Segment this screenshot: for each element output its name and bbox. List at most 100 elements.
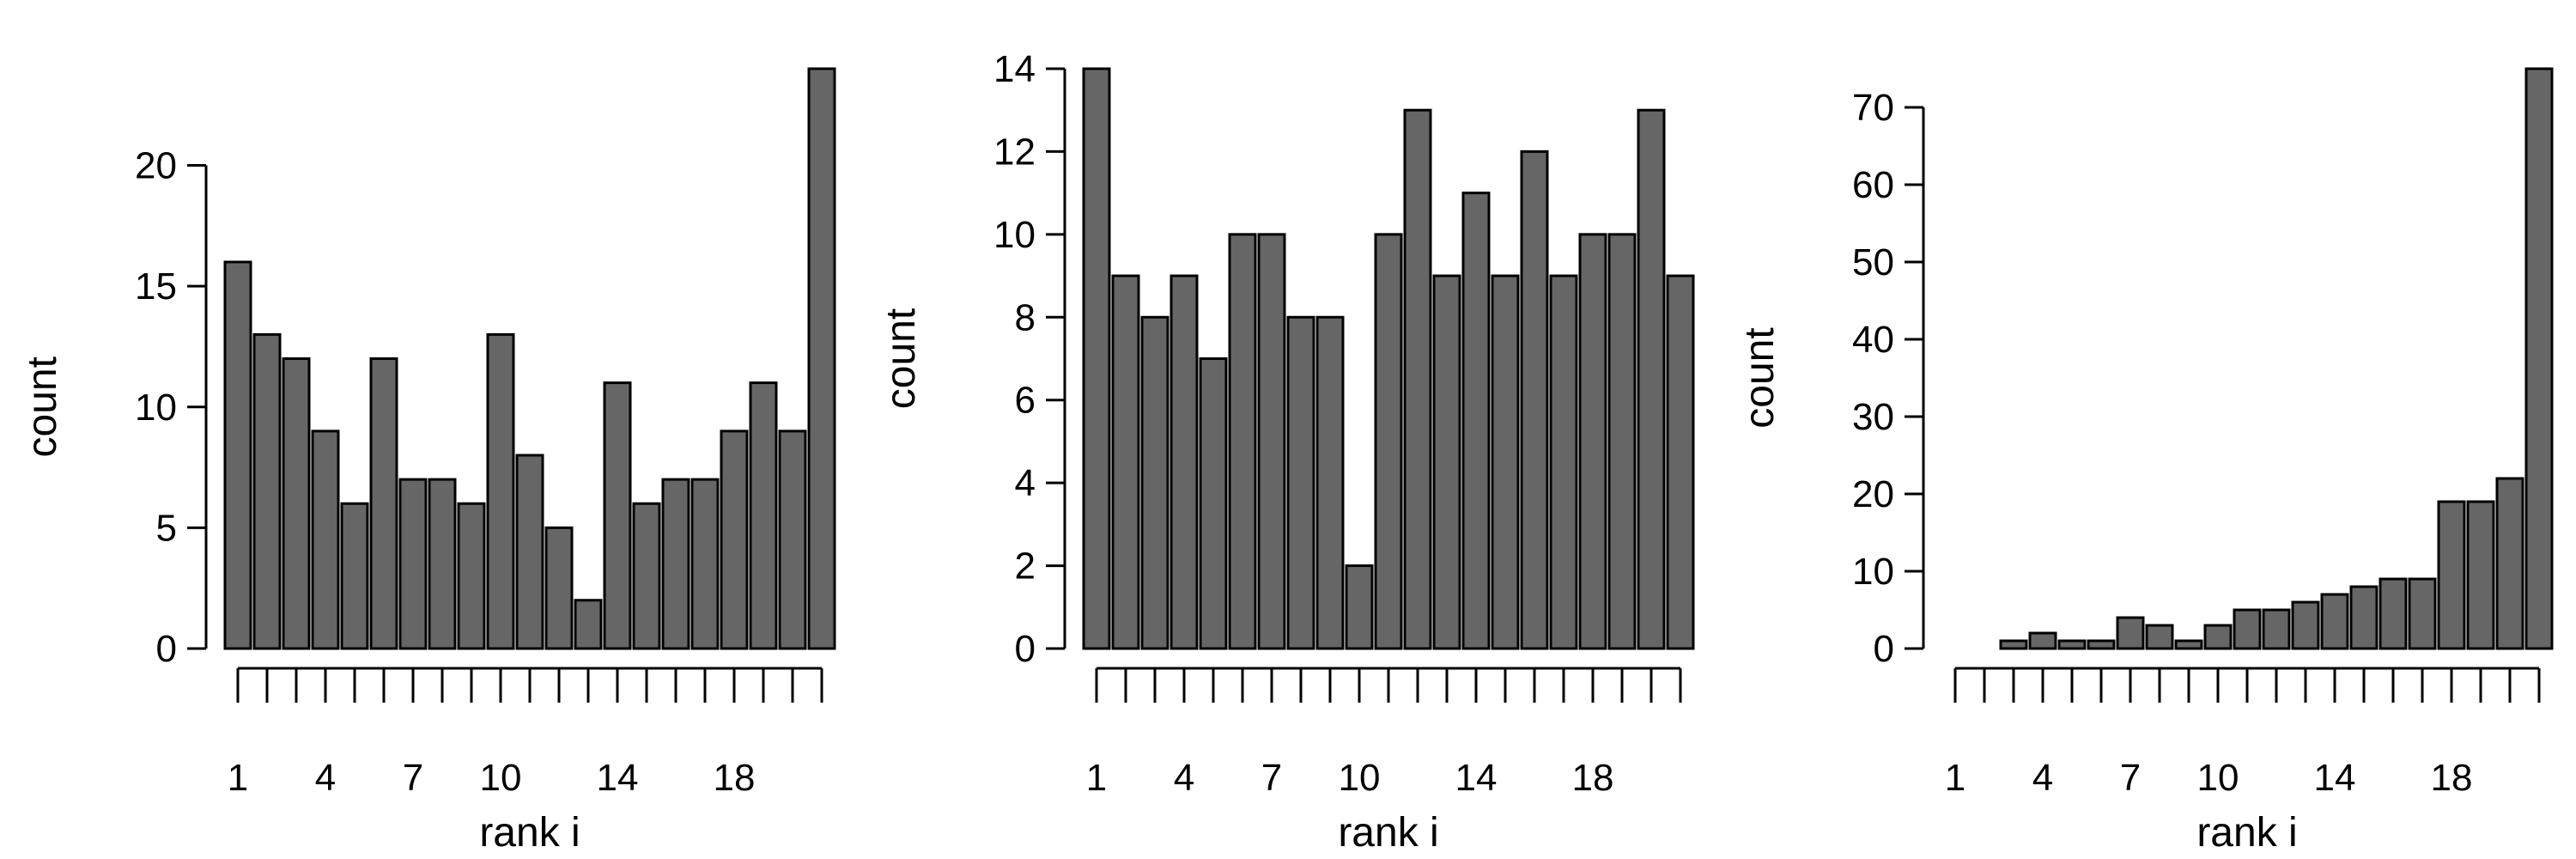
bar-16 bbox=[2379, 577, 2408, 650]
bar-19 bbox=[749, 381, 778, 650]
bar-12 bbox=[2262, 608, 2291, 650]
bar-15 bbox=[1491, 274, 1520, 650]
y-tick-label: 5 bbox=[156, 507, 177, 549]
x-tick-label: 18 bbox=[714, 757, 756, 799]
y-axis-title: count bbox=[878, 308, 924, 409]
y-axis-title: count bbox=[20, 356, 65, 457]
bar-2 bbox=[1111, 274, 1140, 650]
x-tick-label: 18 bbox=[1572, 757, 1614, 799]
y-tick-label: 60 bbox=[1852, 164, 1894, 206]
bar-8 bbox=[1286, 315, 1315, 650]
bar-18 bbox=[2437, 500, 2466, 650]
bar-4 bbox=[311, 430, 340, 650]
y-tick-label: 6 bbox=[1015, 380, 1036, 422]
y-tick-label: 14 bbox=[993, 48, 1036, 90]
bar-19 bbox=[1607, 233, 1637, 650]
bar-1 bbox=[223, 260, 252, 650]
bar-21 bbox=[1666, 274, 1695, 650]
bar-17 bbox=[1549, 274, 1578, 650]
bar-18 bbox=[1578, 233, 1607, 650]
bar-13 bbox=[1432, 274, 1461, 650]
bar-3 bbox=[1140, 315, 1170, 650]
x-tick-label: 1 bbox=[228, 757, 248, 799]
bar-3 bbox=[282, 357, 311, 650]
y-tick-label: 20 bbox=[1852, 473, 1894, 515]
bar-10 bbox=[2203, 624, 2233, 650]
x-tick-label: 4 bbox=[2032, 757, 2053, 799]
y-tick-label: 10 bbox=[993, 214, 1036, 256]
bar-12 bbox=[544, 526, 574, 650]
bar-19 bbox=[2466, 500, 2495, 650]
bar-11 bbox=[2233, 608, 2262, 650]
bar-10 bbox=[486, 332, 515, 650]
bar-13 bbox=[574, 599, 603, 650]
x-tick-label: 4 bbox=[1174, 757, 1194, 799]
x-tick-label: 7 bbox=[1261, 757, 1282, 799]
x-axis-title: rank i bbox=[479, 810, 580, 856]
y-axis-title: count bbox=[1737, 327, 1783, 428]
bar-7 bbox=[398, 478, 428, 650]
bar-5 bbox=[2057, 639, 2087, 650]
x-tick-label: 7 bbox=[403, 757, 423, 799]
y-tick-label: 0 bbox=[156, 628, 177, 670]
bar-16 bbox=[1520, 149, 1549, 650]
bar-8 bbox=[2145, 624, 2174, 650]
bar-16 bbox=[661, 478, 690, 650]
x-tick-label: 1 bbox=[1086, 757, 1107, 799]
bar-21 bbox=[2524, 67, 2554, 650]
bar-11 bbox=[515, 454, 544, 650]
y-tick-label: 0 bbox=[1874, 628, 1894, 670]
bar-10 bbox=[1345, 564, 1374, 650]
x-tick-label: 10 bbox=[2197, 757, 2239, 799]
bar-9 bbox=[1315, 315, 1345, 650]
bar-7 bbox=[1257, 233, 1286, 650]
bar-4 bbox=[1170, 274, 1199, 650]
y-tick-label: 40 bbox=[1852, 319, 1894, 361]
x-tick-label: 14 bbox=[597, 757, 639, 799]
bar-14 bbox=[2320, 593, 2349, 650]
y-tick-label: 70 bbox=[1852, 87, 1894, 129]
x-tick-label: 14 bbox=[1455, 757, 1498, 799]
x-tick-label: 7 bbox=[2120, 757, 2141, 799]
bar-17 bbox=[690, 478, 720, 650]
y-tick-label: 50 bbox=[1852, 241, 1894, 283]
bar-7 bbox=[2116, 616, 2145, 650]
bar-9 bbox=[457, 502, 486, 650]
bar-20 bbox=[778, 430, 807, 650]
x-tick-label: 10 bbox=[480, 757, 522, 799]
x-tick-label: 1 bbox=[1945, 757, 1965, 799]
bar-13 bbox=[2291, 600, 2320, 650]
bar-5 bbox=[340, 502, 369, 650]
bar-9 bbox=[2174, 639, 2203, 650]
bar-5 bbox=[1199, 357, 1228, 650]
x-tick-label: 10 bbox=[1339, 757, 1381, 799]
x-tick-label: 18 bbox=[2431, 757, 2473, 799]
y-tick-label: 10 bbox=[1852, 551, 1894, 593]
bar-6 bbox=[1228, 233, 1257, 650]
y-tick-label: 2 bbox=[1015, 545, 1036, 588]
bar-2 bbox=[252, 332, 282, 650]
bar-18 bbox=[720, 430, 749, 650]
y-tick-label: 20 bbox=[135, 145, 177, 187]
x-axis-title: rank i bbox=[2196, 810, 2297, 856]
bar-8 bbox=[428, 478, 457, 650]
bar-14 bbox=[603, 381, 632, 650]
x-tick-label: 14 bbox=[2314, 757, 2356, 799]
x-tick-label: 4 bbox=[315, 757, 336, 799]
bar-17 bbox=[2408, 577, 2437, 650]
bar-11 bbox=[1374, 233, 1403, 650]
bar-15 bbox=[2349, 585, 2379, 650]
bar-15 bbox=[632, 502, 661, 650]
y-tick-label: 30 bbox=[1852, 396, 1894, 438]
bar-4 bbox=[2028, 631, 2057, 650]
bar-14 bbox=[1461, 192, 1491, 650]
bar-6 bbox=[369, 357, 398, 650]
x-axis-title: rank i bbox=[1338, 810, 1438, 856]
y-tick-label: 0 bbox=[1015, 628, 1036, 670]
bar-12 bbox=[1403, 108, 1432, 650]
y-tick-label: 15 bbox=[135, 265, 177, 308]
